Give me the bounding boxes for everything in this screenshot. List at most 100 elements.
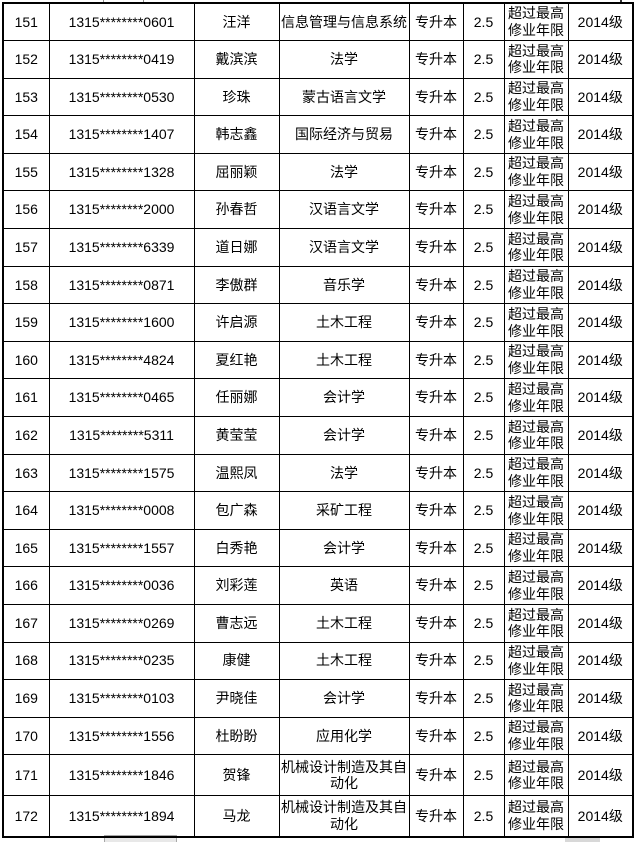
cell-student-id: 1315********0036 xyxy=(48,566,195,605)
cell-reason: 超过最高修业年限 xyxy=(503,340,569,380)
cell-row-number: 172 xyxy=(2,795,50,838)
cell-name: 尹晓佳 xyxy=(193,679,280,718)
cell-reason: 超过最高修业年限 xyxy=(503,378,569,418)
cell-level: 专升本 xyxy=(408,77,464,117)
cell-major: 法学 xyxy=(278,453,410,493)
cell-years: 2.5 xyxy=(462,604,505,643)
table-row: 161 1315********0465 任丽娜 会计学 专升本 2.5 超过最… xyxy=(2,378,634,418)
cell-years: 2.5 xyxy=(462,340,505,380)
cell-name: 道日娜 xyxy=(193,228,280,267)
cell-level: 专升本 xyxy=(408,453,464,493)
cell-student-id: 1315********0008 xyxy=(48,491,195,530)
cell-reason: 超过最高修业年限 xyxy=(503,303,569,342)
cell-level: 专升本 xyxy=(408,152,464,192)
cell-major: 土木工程 xyxy=(278,641,410,681)
cell-student-id: 1315********1556 xyxy=(48,716,195,756)
cell-row-number: 159 xyxy=(2,303,50,342)
table-row: 168 1315********0235 康健 土木工程 专升本 2.5 超过最… xyxy=(2,641,634,681)
cell-grade: 2014级 xyxy=(567,491,634,530)
cell-years: 2.5 xyxy=(462,190,505,230)
cell-major: 土木工程 xyxy=(278,303,410,342)
cell-reason: 超过最高修业年限 xyxy=(503,566,569,605)
cell-reason: 超过最高修业年限 xyxy=(503,77,569,117)
cell-grade: 2014级 xyxy=(567,152,634,192)
cell-level: 专升本 xyxy=(408,228,464,267)
cell-grade: 2014级 xyxy=(567,528,634,568)
cell-reason: 超过最高修业年限 xyxy=(503,679,569,718)
cell-row-number: 154 xyxy=(2,115,50,154)
cell-years: 2.5 xyxy=(462,453,505,493)
cell-level: 专升本 xyxy=(408,340,464,380)
cell-student-id: 1315********1846 xyxy=(48,754,195,797)
cell-grade: 2014级 xyxy=(567,190,634,230)
table-row: 165 1315********1557 白秀艳 会计学 专升本 2.5 超过最… xyxy=(2,528,634,568)
cell-level: 专升本 xyxy=(408,190,464,230)
cell-grade: 2014级 xyxy=(567,416,634,455)
cell-grade: 2014级 xyxy=(567,453,634,493)
table-row: 152 1315********0419 戴滨滨 法学 专升本 2.5 超过最高… xyxy=(2,40,634,79)
cell-row-number: 155 xyxy=(2,152,50,192)
cell-reason: 超过最高修业年限 xyxy=(503,528,569,568)
cell-name: 孙春哲 xyxy=(193,190,280,230)
cell-name: 戴滨滨 xyxy=(193,40,280,79)
cell-name: 屈丽颖 xyxy=(193,152,280,192)
cell-student-id: 1315********1407 xyxy=(48,115,195,154)
cell-grade: 2014级 xyxy=(567,40,634,79)
cell-name: 康健 xyxy=(193,641,280,681)
cell-level: 专升本 xyxy=(408,491,464,530)
cell-major: 音乐学 xyxy=(278,265,410,305)
cell-name: 珍珠 xyxy=(193,77,280,117)
table-row: 171 1315********1846 贺锋 机械设计制造及其自动化 专升本 … xyxy=(2,754,634,797)
cell-major: 法学 xyxy=(278,152,410,192)
cell-reason: 超过最高修业年限 xyxy=(503,716,569,756)
cell-years: 2.5 xyxy=(462,795,505,838)
table-row: 164 1315********0008 包广森 采矿工程 专升本 2.5 超过… xyxy=(2,491,634,530)
cell-major: 采矿工程 xyxy=(278,491,410,530)
cell-student-id: 1315********1557 xyxy=(48,528,195,568)
cell-student-id: 1315********1575 xyxy=(48,453,195,493)
cell-reason: 超过最高修业年限 xyxy=(503,416,569,455)
cell-row-number: 157 xyxy=(2,228,50,267)
table-row: 159 1315********1600 许启源 土木工程 专升本 2.5 超过… xyxy=(2,303,634,342)
cell-row-number: 168 xyxy=(2,641,50,681)
cell-grade: 2014级 xyxy=(567,378,634,418)
cell-years: 2.5 xyxy=(462,566,505,605)
cell-level: 专升本 xyxy=(408,378,464,418)
cell-student-id: 1315********4824 xyxy=(48,340,195,380)
cell-name: 汪洋 xyxy=(193,2,280,42)
cell-years: 2.5 xyxy=(462,2,505,42)
cell-grade: 2014级 xyxy=(567,303,634,342)
cell-reason: 超过最高修业年限 xyxy=(503,190,569,230)
cell-grade: 2014级 xyxy=(567,566,634,605)
cell-level: 专升本 xyxy=(408,115,464,154)
cell-years: 2.5 xyxy=(462,641,505,681)
cropped-artifact-bottom-right xyxy=(565,837,600,842)
cell-row-number: 165 xyxy=(2,528,50,568)
cell-student-id: 1315********5311 xyxy=(48,416,195,455)
cell-level: 专升本 xyxy=(408,754,464,797)
cell-years: 2.5 xyxy=(462,77,505,117)
cell-grade: 2014级 xyxy=(567,716,634,756)
cropped-artifact-top-right xyxy=(620,0,622,3)
cell-row-number: 153 xyxy=(2,77,50,117)
cell-reason: 超过最高修业年限 xyxy=(503,754,569,797)
cell-major: 土木工程 xyxy=(278,604,410,643)
cell-years: 2.5 xyxy=(462,265,505,305)
cell-row-number: 152 xyxy=(2,40,50,79)
cell-grade: 2014级 xyxy=(567,604,634,643)
cell-student-id: 1315********1600 xyxy=(48,303,195,342)
table-row: 169 1315********0103 尹晓佳 会计学 专升本 2.5 超过最… xyxy=(2,679,634,718)
cell-major: 应用化学 xyxy=(278,716,410,756)
table-row: 157 1315********6339 道日娜 汉语言文学 专升本 2.5 超… xyxy=(2,228,634,267)
cell-major: 国际经济与贸易 xyxy=(278,115,410,154)
cell-reason: 超过最高修业年限 xyxy=(503,228,569,267)
cell-name: 夏红艳 xyxy=(193,340,280,380)
cell-reason: 超过最高修业年限 xyxy=(503,453,569,493)
cell-reason: 超过最高修业年限 xyxy=(503,641,569,681)
table-row: 151 1315********0601 汪洋 信息管理与信息系统 专升本 2.… xyxy=(2,2,634,42)
table-row: 167 1315********0269 曹志远 土木工程 专升本 2.5 超过… xyxy=(2,604,634,643)
cell-reason: 超过最高修业年限 xyxy=(503,265,569,305)
cell-grade: 2014级 xyxy=(567,795,634,838)
table-row: 156 1315********2000 孙春哲 汉语言文学 专升本 2.5 超… xyxy=(2,190,634,230)
table-row: 162 1315********5311 黄莹莹 会计学 专升本 2.5 超过最… xyxy=(2,416,634,455)
